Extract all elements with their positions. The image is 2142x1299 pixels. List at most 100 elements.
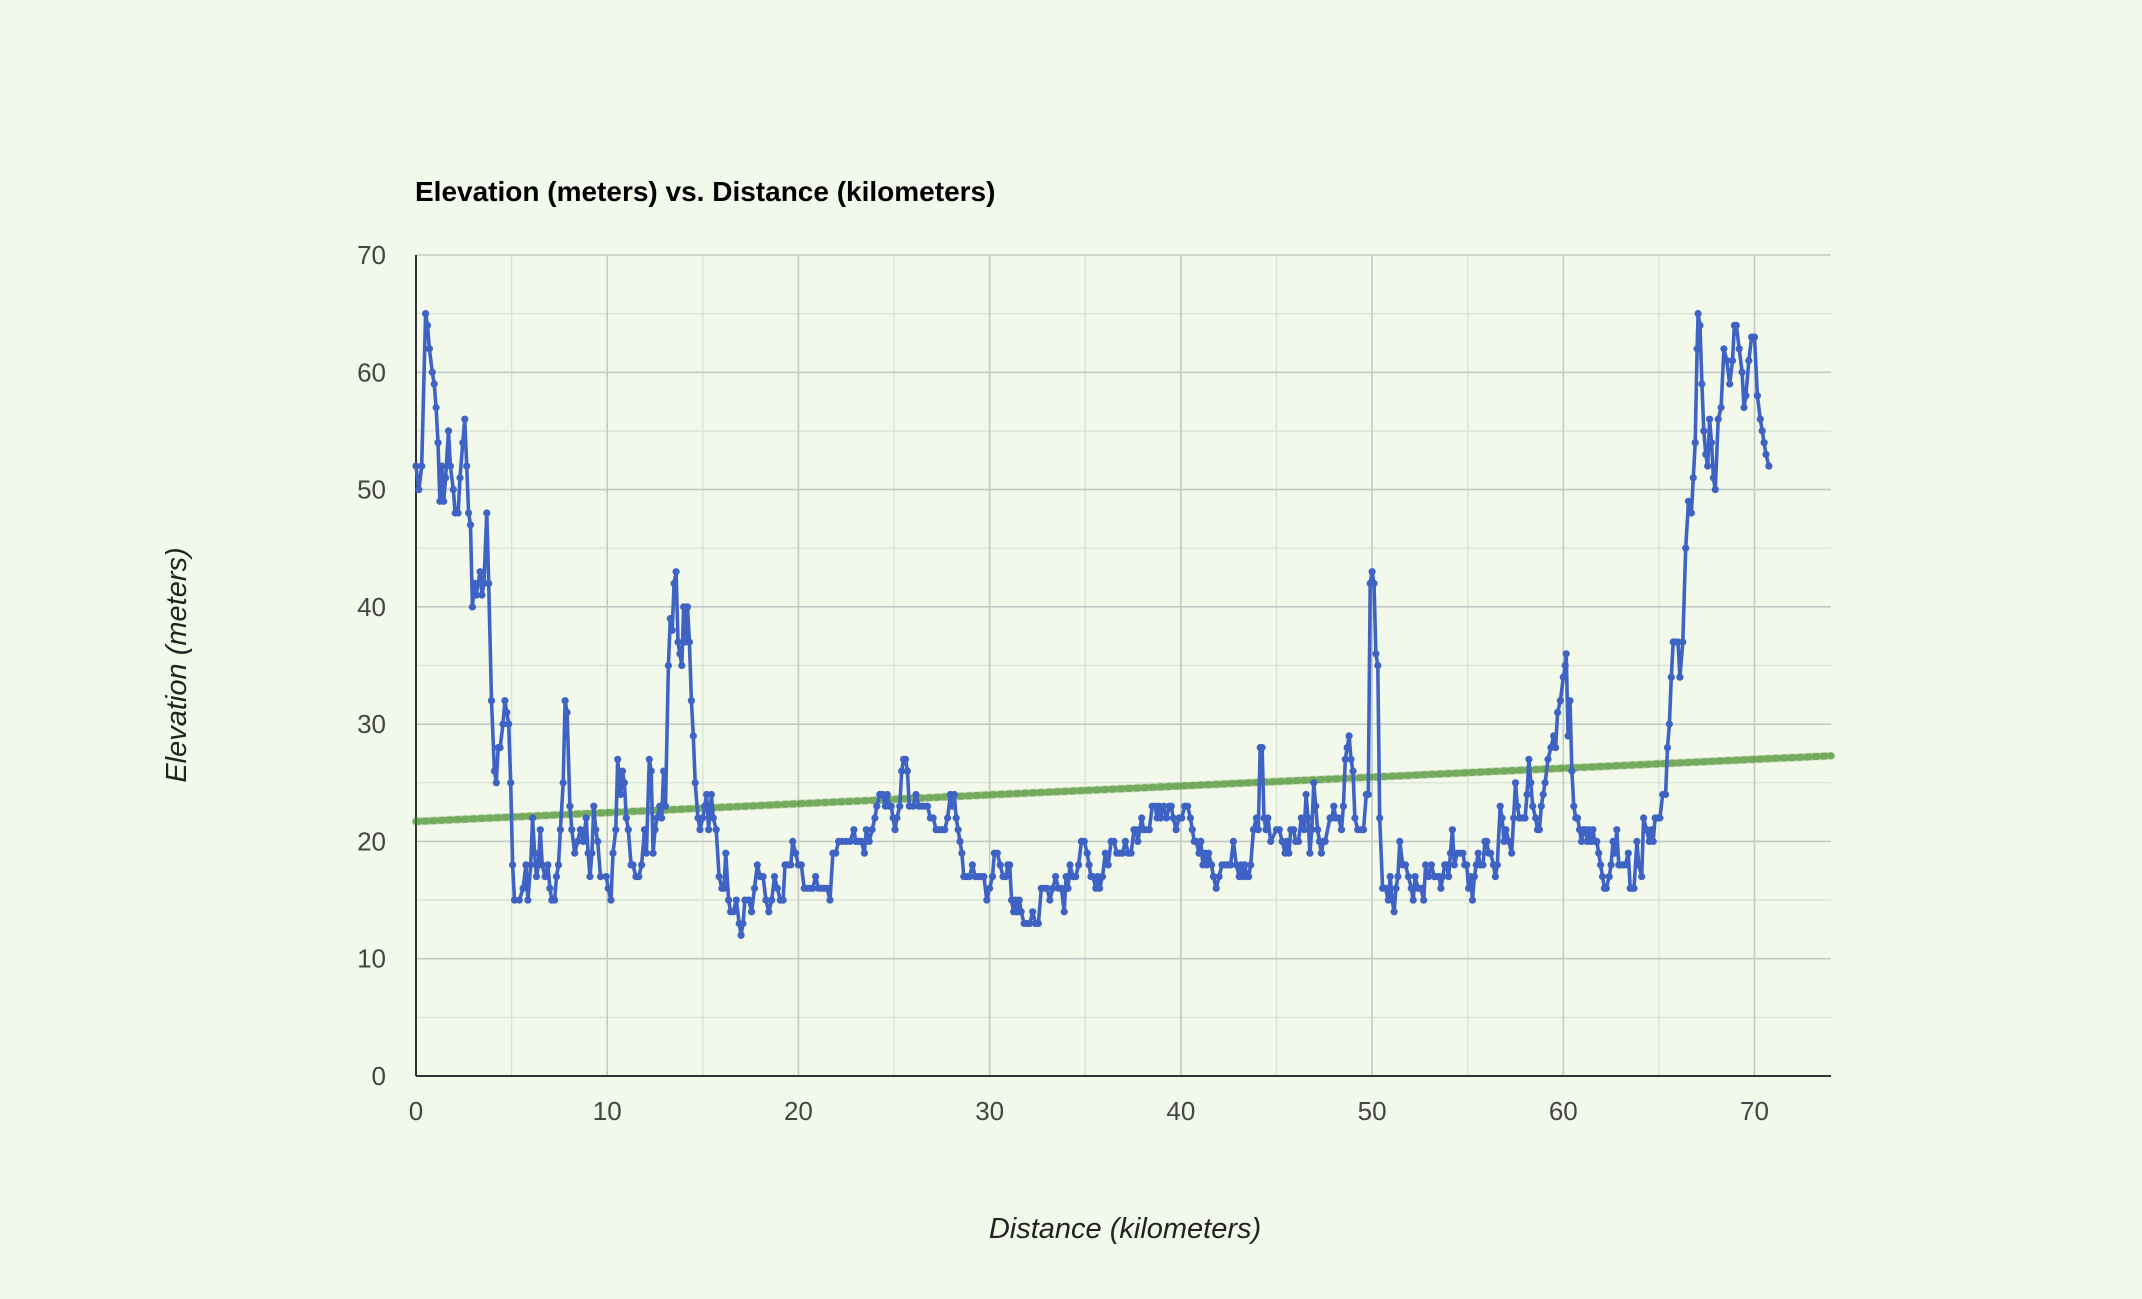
elevation-point [556,826,565,834]
elevation-point [980,873,988,881]
x-tick-label: 20 [784,1096,813,1126]
elevation-point [787,861,795,869]
elevation-point [1638,873,1646,881]
elevation-point [1368,568,1376,576]
elevation-point [1597,861,1605,869]
elevation-point [1552,744,1560,752]
elevation-point [823,884,831,892]
elevation-point [1215,873,1223,881]
elevation-point [1702,450,1710,458]
elevation-point [1561,661,1569,670]
elevation-point [789,837,797,846]
elevation-point [618,767,627,775]
elevation-point [496,744,504,752]
elevation-point [442,474,450,482]
elevation-point [1463,861,1471,869]
elevation-point [1080,837,1088,846]
elevation-point [1723,357,1731,365]
elevation-point [1537,802,1545,810]
elevation-point [966,873,974,881]
elevation-point [1529,802,1537,810]
elevation-point [1212,884,1220,892]
elevation-point [1302,790,1310,799]
elevation-point [1285,849,1293,857]
elevation-point [1262,826,1270,834]
elevation-point [1264,814,1272,822]
elevation-point [1186,814,1194,822]
elevation-point [483,509,491,517]
elevation-point [850,826,858,834]
elevation-point [1682,544,1690,552]
elevation-point [699,814,707,822]
elevation-point [440,497,448,505]
elevation-point [871,814,879,822]
elevation-point [529,814,537,822]
elevation-point [1184,802,1192,810]
elevation-point [773,884,782,892]
y-tick-label: 70 [357,240,386,270]
elevation-point [873,802,881,810]
elevation-point [423,321,432,329]
elevation-point [620,779,629,787]
elevation-point [670,579,678,588]
elevation-point [968,861,977,869]
elevation-point [666,615,674,623]
elevation-point [418,462,426,470]
y-tick-label: 60 [357,357,386,387]
elevation-point [1696,321,1704,329]
elevation-point [1742,392,1750,400]
elevation-point [705,826,713,834]
elevation-point [499,720,507,728]
elevation-point [1502,826,1510,834]
elevation-point [1145,826,1153,834]
elevation-point [434,439,442,447]
elevation-point [707,790,716,799]
elevation-point [468,603,476,611]
elevation-point [898,767,906,775]
elevation-point [912,790,920,799]
elevation-point [750,884,759,892]
elevation-point [768,896,776,904]
elevation-point [1254,826,1262,834]
elevation-point [1046,896,1054,904]
elevation-point [1308,826,1316,834]
elevation-point [1691,439,1699,447]
elevation-point [1735,345,1743,353]
elevation-point [709,814,717,822]
elevation-point [527,861,535,869]
elevation-point [1445,873,1453,881]
elevation-point [1479,861,1487,869]
elevation-point [678,661,686,670]
elevation-point [1508,849,1516,857]
elevation-point [1422,861,1430,869]
elevation-point [1390,908,1398,916]
elevation-point [1339,802,1347,810]
elevation-point [929,814,937,822]
elevation-point [552,873,561,881]
elevation-point [1465,884,1473,892]
elevation-point [1169,814,1177,822]
elevation-point [737,931,745,939]
elevation-point [487,697,496,705]
elevation-point [1209,873,1217,881]
trendline [412,752,1835,825]
elevation-point [1665,720,1673,728]
elevation-point [1564,732,1572,740]
x-tick-label: 50 [1358,1096,1387,1126]
elevation-point [461,415,469,423]
elevation-point [958,849,966,857]
elevation-point [1197,837,1205,846]
elevation-point [1559,673,1567,681]
elevation-point [1343,744,1351,752]
elevation-point [1647,826,1655,834]
elevation-point [1085,861,1093,869]
elevation-point [1459,849,1467,857]
elevation-point [1372,650,1380,658]
elevation-point [770,873,779,881]
elevation-point [952,814,960,822]
elevation-point [638,861,646,869]
elevation-point [1468,896,1477,904]
elevation-point [519,884,527,892]
elevation-point [1753,392,1761,400]
x-tick-label: 40 [1166,1096,1195,1126]
